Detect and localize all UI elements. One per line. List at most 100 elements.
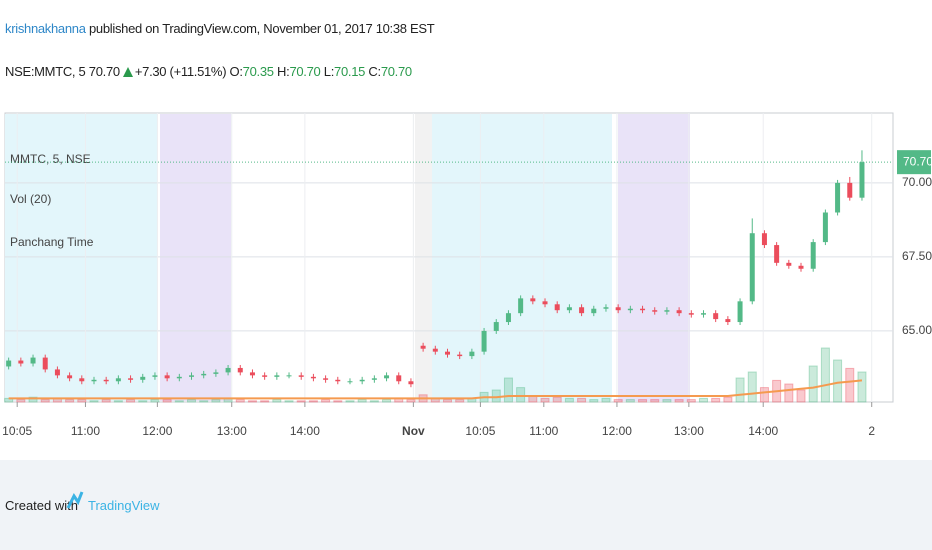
volume-bar [625, 399, 635, 403]
candle-body [664, 310, 670, 312]
published: published on TradingView.com, November 0… [88, 21, 435, 36]
candle-body [54, 369, 60, 376]
volume-bar [443, 399, 452, 403]
session-band [160, 114, 231, 401]
volume-bar [211, 399, 221, 403]
ohlc-label: H: [277, 64, 290, 79]
candle-body [579, 307, 585, 314]
volume-bar [455, 399, 465, 403]
volume-bar [516, 387, 526, 403]
y-tick-label: 70.00 [902, 175, 932, 189]
volume-bar [247, 400, 257, 403]
volume-bar [845, 367, 855, 403]
ohlc-value: 70.35 [242, 64, 274, 79]
candle-body [189, 375, 195, 377]
candle-body [249, 372, 255, 376]
volume-bar [686, 399, 696, 403]
candle-body [128, 378, 134, 380]
candle-body [408, 381, 414, 385]
candle-body [310, 376, 316, 379]
x-tick-label: 12:00 [142, 424, 172, 438]
candle-body [627, 308, 633, 311]
x-tick-label: 10:05 [465, 424, 495, 438]
volume-bar [162, 399, 172, 403]
x-tick-label: 11:00 [529, 424, 558, 438]
publish-line: krishnakhanna published on TradingView.c… [5, 21, 435, 36]
candle-body [347, 381, 353, 383]
candle-body [457, 354, 463, 357]
session-band [618, 114, 690, 401]
candle-body [384, 375, 390, 379]
candle-body [652, 310, 658, 312]
volume-bar [650, 399, 660, 403]
candle-body [749, 233, 755, 302]
legend-item[interactable]: MMTC, 5, NSE [10, 152, 91, 166]
volume-bar [540, 397, 550, 403]
volume-bar [638, 399, 648, 403]
ohlc-value: 70.70 [380, 64, 412, 79]
candle-body [676, 310, 682, 314]
volume-bar [4, 397, 14, 403]
x-tick-label: 13:00 [674, 424, 704, 438]
legend-item[interactable]: Panchang Time [10, 235, 94, 249]
candle-body [164, 375, 170, 379]
volume-bar [589, 399, 599, 403]
volume-bar [613, 399, 623, 403]
candle-body [262, 375, 268, 377]
volume-bar [820, 347, 830, 403]
volume-bar [28, 396, 38, 403]
volume-bar [16, 399, 26, 403]
session-band [432, 114, 612, 401]
candle-body [542, 301, 548, 305]
candle-body [359, 379, 365, 382]
volume-bar [187, 399, 197, 403]
ohlc-label: C: [368, 64, 381, 79]
candle-body [798, 265, 804, 269]
volume-bar [406, 399, 416, 403]
author[interactable]: krishnakhanna [5, 21, 86, 36]
x-tick-label: 14:00 [290, 424, 320, 438]
legend-item[interactable]: Vol (20) [10, 192, 51, 206]
volume-bar [784, 383, 794, 403]
volume-bar [199, 400, 209, 403]
candle-body [237, 367, 243, 373]
candle-body [176, 376, 182, 379]
candle-body [420, 345, 426, 349]
footer: Created with TradingView [0, 460, 932, 550]
session-band [415, 114, 432, 401]
candle-body [518, 298, 524, 314]
candle-body [493, 322, 499, 331]
volume-bar [662, 399, 672, 403]
ohlc: O:70.35 H:70.70 L:70.15 C:70.70 [230, 64, 413, 79]
volume-bar [601, 397, 611, 403]
last-price-box [897, 150, 931, 175]
candle-body [115, 378, 121, 382]
brand[interactable]: TradingView [88, 498, 160, 513]
candle-body [603, 307, 609, 309]
quote-line: NSE:MMTC, 5 70.70 +7.30 (+11.51%) O:70.35… [5, 64, 412, 79]
up-arrow [122, 67, 133, 77]
candle-body [554, 304, 560, 311]
candle-body [335, 379, 341, 382]
chart: MMTC, 5, NSE Vol (20) Panchang Time 65.0… [2, 112, 932, 438]
volume-bar [308, 400, 318, 403]
volume-bar [698, 397, 708, 403]
candle-body [700, 313, 706, 315]
candle-body [103, 379, 109, 382]
candle-body [566, 307, 572, 311]
volume-bar [126, 399, 136, 403]
volume-bar [564, 397, 574, 403]
logo [66, 491, 84, 509]
volume-bar [321, 399, 331, 403]
candle-body [286, 375, 292, 377]
candle-body [469, 351, 475, 357]
candle-body [152, 375, 158, 377]
volume-bar [101, 399, 111, 403]
price: 70.70 [88, 64, 120, 79]
volume-ma-line [8, 379, 863, 400]
volume-bar [808, 365, 818, 403]
volume-bar [89, 400, 99, 403]
y-tick-label: 65.00 [902, 323, 932, 337]
candle-body [140, 376, 146, 380]
